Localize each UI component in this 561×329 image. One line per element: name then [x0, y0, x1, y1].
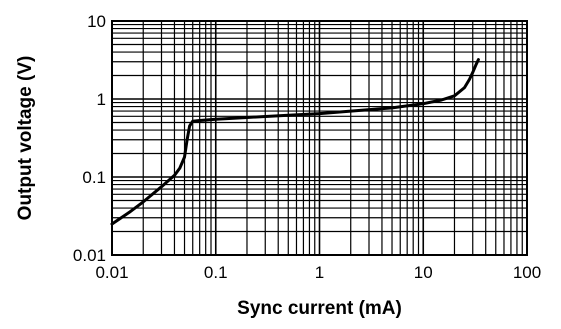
x-tick-label: 10	[414, 263, 433, 282]
x-tick-label: 1	[315, 263, 324, 282]
y-tick-label: 0.1	[82, 168, 106, 187]
y-tick-label: 10	[87, 12, 106, 31]
y-tick-labels: 0.01 0.1 1 10	[73, 12, 106, 265]
y-tick-label: 0.01	[73, 246, 106, 265]
x-axis-label: Sync current (mA)	[237, 298, 402, 319]
plot-frame	[111, 20, 528, 256]
x-tick-label: 100	[513, 263, 541, 282]
y-axis-label: Output voltage (V)	[15, 56, 36, 221]
x-tick-label: 0.1	[204, 263, 228, 282]
y-tick-label: 1	[97, 90, 106, 109]
x-tick-labels: 0.01 0.1 1 10 100	[95, 263, 541, 282]
series-line	[110, 58, 480, 226]
x-tick-label: 0.01	[95, 263, 128, 282]
